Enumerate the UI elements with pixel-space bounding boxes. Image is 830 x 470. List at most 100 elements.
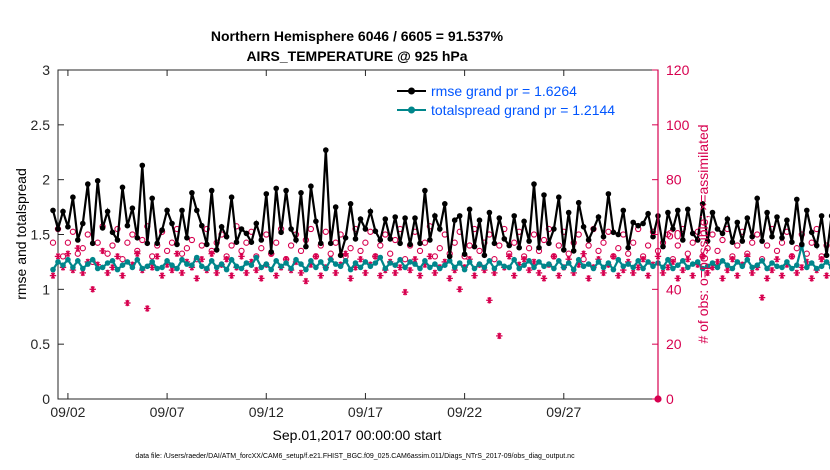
rmse-point [551, 226, 557, 232]
totalspread-point [546, 261, 552, 267]
assimilated-obs-marker [64, 250, 72, 257]
rmse-point [85, 181, 91, 187]
totalspread-point [392, 262, 399, 269]
series-layer [49, 147, 830, 403]
totalspread-point [541, 263, 547, 270]
rmse-point [238, 226, 245, 232]
rmse-point [194, 207, 200, 214]
rmse-point [724, 216, 731, 222]
plot-area [57, 69, 659, 400]
totalspread-point [347, 266, 354, 273]
rmse-point [565, 209, 572, 216]
totalspread-point [789, 265, 795, 272]
totalspread-point [744, 256, 751, 263]
assimilated-obs-marker [99, 247, 106, 255]
assimilated-obs-marker [818, 256, 825, 263]
possible-obs-marker [630, 239, 637, 246]
y-tick-label-right: 0 [666, 391, 674, 407]
rmse-point [754, 195, 760, 202]
totalspread-point [327, 256, 334, 263]
rmse-point [476, 217, 483, 223]
assimilated-obs-marker [639, 256, 647, 263]
rmse-point [402, 215, 408, 221]
assimilated-obs-marker [114, 253, 121, 260]
assimilated-obs-marker [758, 294, 766, 301]
totalspread-point [496, 260, 503, 266]
totalspread-point [80, 265, 86, 272]
possible-obs-marker [129, 231, 136, 238]
assimilated-obs-marker [610, 253, 617, 260]
assimilated-obs-marker [109, 264, 116, 271]
rmse-point [218, 224, 225, 230]
rmse-point [496, 215, 503, 221]
totalspread-point [99, 264, 106, 271]
y-tick-label-left: 0.5 [31, 336, 51, 352]
rmse-point [595, 214, 602, 220]
assimilated-obs-marker [396, 264, 404, 271]
totalspread-point [139, 265, 146, 272]
assimilated-obs-marker [317, 272, 324, 279]
assimilated-obs-marker [213, 269, 220, 277]
assimilated-obs-marker [243, 269, 250, 277]
rmse-point [94, 178, 101, 184]
rmse-point [273, 185, 280, 192]
totalspread-point [248, 262, 255, 269]
totalspread-point [85, 261, 91, 267]
totalspread-point [129, 264, 136, 271]
assimilated-obs-marker [535, 269, 543, 277]
rmse-point [124, 222, 131, 229]
possible-obs-marker [714, 247, 721, 255]
legend-label-rmse: rmse grand pr = 1.6264 [431, 83, 577, 99]
assimilated-obs-marker [550, 253, 558, 260]
rmse-point [303, 243, 309, 250]
rmse-point [456, 213, 463, 219]
totalspread-point [456, 260, 463, 266]
rmse-point [541, 192, 547, 198]
rmse-point [189, 190, 195, 196]
totalspread-point [600, 264, 607, 271]
totalspread-point [461, 266, 468, 273]
rmse-point [784, 217, 790, 223]
y-tick-label-left: 3 [42, 62, 50, 78]
possible-obs-marker [511, 239, 518, 246]
assimilated-obs-marker [773, 256, 781, 263]
totalspread-point [318, 259, 324, 265]
possible-obs-marker [625, 250, 632, 257]
totalspread-point [516, 265, 522, 272]
legend-marker-spread [408, 106, 415, 114]
rmse-point [159, 227, 165, 233]
totalspread-point [134, 256, 141, 263]
rmse-point [570, 248, 577, 254]
rmse-point [293, 237, 299, 243]
rmse-point [263, 191, 270, 197]
rmse-point [342, 235, 349, 241]
rmse-point [466, 206, 473, 213]
totalspread-point [263, 261, 270, 267]
rmse-point [243, 230, 250, 237]
assimilated-obs-marker [585, 275, 592, 282]
possible-obs-marker [119, 256, 126, 263]
assimilated-obs-marker [173, 250, 181, 257]
y-tick-label-right: 20 [666, 336, 682, 352]
assimilated-obs-marker [580, 250, 587, 257]
totalspread-point [194, 254, 200, 261]
rmse-point [80, 220, 86, 227]
possible-obs-marker [387, 250, 394, 257]
totalspread-point [60, 262, 66, 269]
totalspread-point [704, 263, 711, 270]
rmse-point [223, 233, 230, 240]
assimilated-obs-marker [630, 269, 637, 277]
rmse-point [620, 207, 627, 214]
totalspread-point [491, 265, 498, 272]
totalspread-point [719, 258, 726, 264]
totalspread-point [213, 264, 220, 271]
totalspread-point [442, 262, 448, 269]
assimilated-obs-marker [253, 266, 260, 274]
assimilated-obs-marker [689, 272, 696, 279]
totalspread-point [417, 265, 423, 272]
totalspread-point [779, 264, 785, 271]
possible-obs-marker [734, 242, 741, 249]
totalspread-point [268, 266, 275, 273]
totalspread-point [253, 254, 260, 261]
rmse-point [680, 237, 686, 243]
